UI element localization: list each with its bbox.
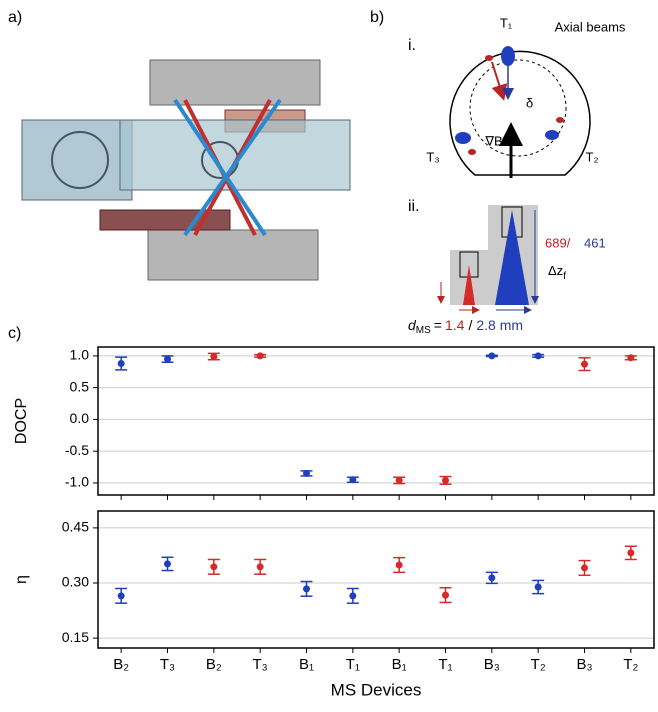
- data-point: [164, 560, 171, 568]
- data-point: [534, 352, 542, 360]
- subscript: MS: [416, 325, 431, 336]
- data-point: [395, 476, 403, 484]
- plot-frame: [97, 510, 655, 649]
- y-tick-label: 0.5: [70, 378, 90, 394]
- device-render: [21, 59, 351, 281]
- gradient-label: ∇B: [484, 133, 502, 148]
- x-axis-label: MS Devices: [331, 680, 422, 699]
- y-axis-label: DOCP: [13, 398, 30, 444]
- subscript: f: [563, 271, 566, 282]
- data-point: [627, 549, 635, 557]
- caption: Axial beams: [555, 19, 626, 34]
- data-point: [117, 360, 125, 368]
- size-value: 2.8 mm: [476, 317, 523, 333]
- y-axis-label: η: [13, 575, 30, 584]
- separator: /: [468, 317, 472, 333]
- data-point: [488, 352, 496, 360]
- wavelength: 461: [584, 235, 606, 250]
- data-point: [164, 355, 171, 363]
- data-point: [442, 591, 449, 599]
- data-point: [581, 564, 588, 572]
- data-point: [349, 476, 357, 484]
- size-value: 1.4: [445, 317, 465, 333]
- data-point: [442, 476, 449, 484]
- data-point: [117, 592, 125, 600]
- x-tick-label: B₂: [113, 656, 129, 673]
- data-point: [256, 563, 264, 571]
- equals: =: [434, 317, 442, 333]
- x-tick-label: T₂: [623, 656, 638, 673]
- y-tick-label: 0.45: [62, 519, 89, 535]
- y-tick-label: 0.15: [62, 629, 89, 645]
- x-tick-label: B₂: [206, 656, 222, 673]
- data-point: [488, 574, 496, 582]
- data-point: [395, 561, 403, 569]
- y-tick-label: 0.30: [62, 574, 89, 590]
- data-point: [581, 360, 588, 368]
- y-tick-label: -1.0: [65, 474, 89, 490]
- x-tick-label: T₁: [346, 656, 360, 673]
- x-tick-label: B₃: [484, 656, 500, 673]
- height-label: Δzf: [548, 263, 566, 281]
- plot-frame: [97, 346, 655, 496]
- x-tick-label: B₁: [299, 656, 314, 673]
- y-tick-label: -0.5: [65, 442, 89, 458]
- x-tick-label: T₁: [438, 656, 452, 673]
- panel-label: a): [8, 9, 22, 26]
- data-point: [210, 353, 218, 361]
- y-tick-label: 0.0: [70, 410, 90, 426]
- trap-label: T₂: [586, 149, 599, 164]
- size-label: dMS = 1.4/2.8 mm: [408, 317, 523, 336]
- trap-label: T₃: [426, 149, 439, 164]
- data-point: [349, 592, 357, 600]
- y-tick-label: 1.0: [70, 347, 90, 363]
- data-point: [303, 585, 310, 593]
- step-label: i.: [408, 37, 416, 54]
- data-point: [303, 469, 310, 477]
- wavelength: 689/: [545, 235, 571, 250]
- symbol: Δz: [548, 263, 563, 278]
- x-tick-label: T₃: [253, 656, 268, 673]
- step-label: ii.: [408, 198, 420, 215]
- x-tick-label: T₃: [160, 656, 175, 673]
- data-point: [256, 352, 264, 360]
- data-point: [627, 354, 635, 362]
- x-tick-label: B₃: [576, 656, 592, 673]
- symbol: d: [408, 317, 417, 333]
- trap-label: T₁: [500, 15, 513, 30]
- x-tick-label: T₂: [531, 656, 546, 673]
- data-point: [210, 563, 218, 571]
- offset-label: δ: [526, 95, 533, 110]
- panel-label: b): [370, 9, 384, 26]
- data-point: [534, 583, 542, 591]
- panel-label: c): [8, 325, 21, 342]
- trap-diagram: [437, 46, 591, 314]
- x-tick-label: B₁: [392, 656, 407, 673]
